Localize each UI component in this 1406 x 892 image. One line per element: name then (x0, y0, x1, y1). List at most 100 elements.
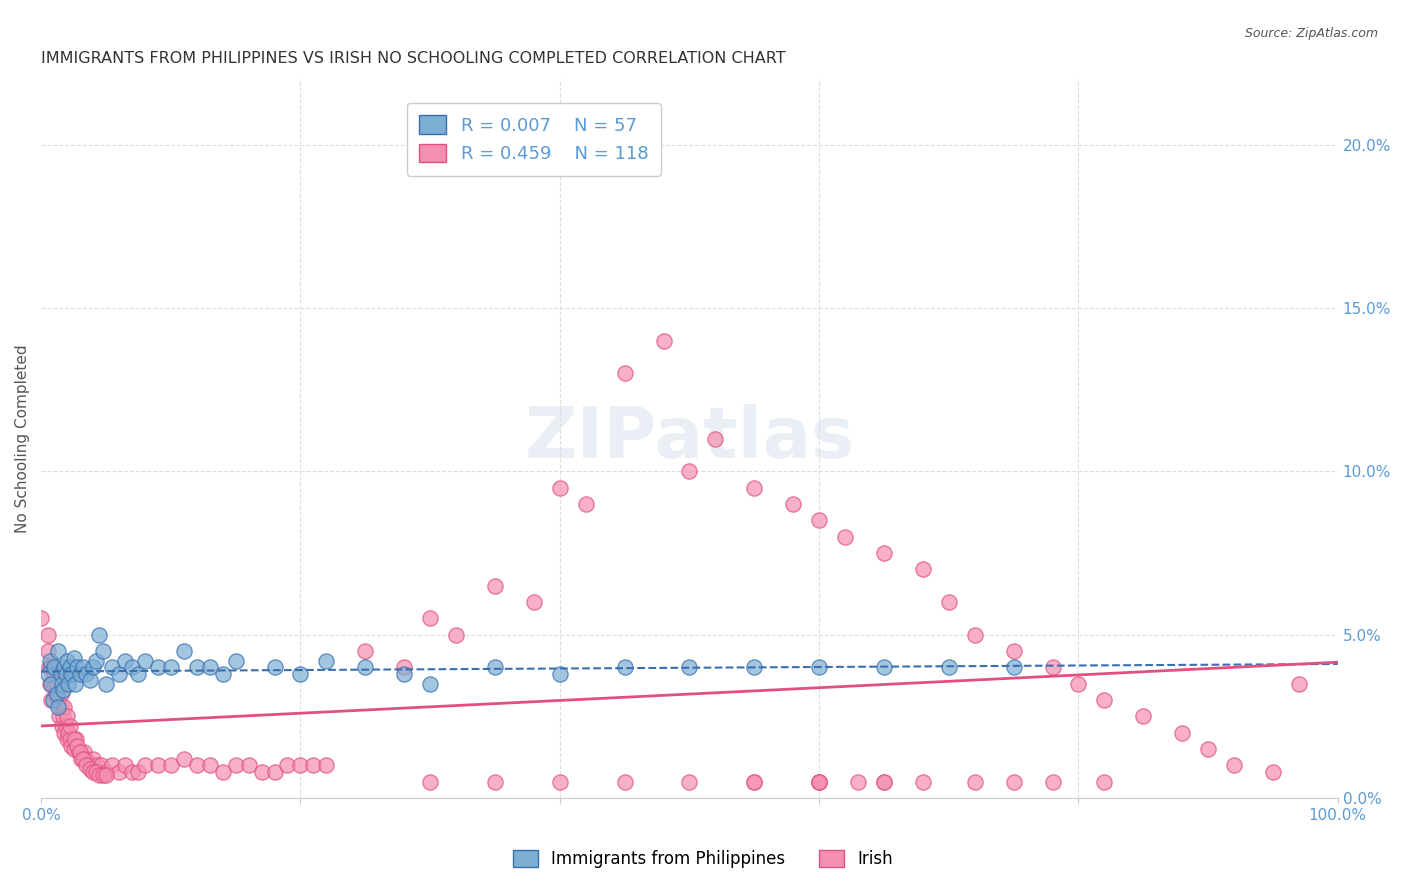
Point (114, 654, 136, 668)
Point (42, 677, 65, 691)
Point (55, 719, 77, 733)
Point (1092, 774, 1115, 789)
Point (42, 693, 65, 707)
Point (66, 660, 89, 674)
Point (59, 732, 82, 747)
Point (315, 654, 337, 668)
Point (59, 667, 82, 681)
Point (69, 667, 91, 681)
Point (56, 732, 79, 747)
Point (678, 774, 700, 789)
Point (134, 654, 156, 668)
Point (302, 758, 325, 772)
Point (238, 758, 260, 772)
Point (49, 686, 72, 700)
Point (82, 764, 104, 779)
Point (263, 764, 285, 779)
Point (108, 764, 131, 779)
Point (76, 752, 98, 766)
Point (56, 654, 79, 668)
Point (127, 667, 149, 681)
Point (1092, 693, 1115, 707)
Point (37, 667, 59, 681)
Point (1288, 677, 1310, 691)
Point (808, 660, 831, 674)
Point (173, 752, 195, 766)
Text: IMMIGRANTS FROM PHILIPPINES VS IRISH NO SCHOOLING COMPLETED CORRELATION CHART: IMMIGRANTS FROM PHILIPPINES VS IRISH NO … (41, 51, 786, 66)
Point (84, 764, 107, 779)
Point (84, 654, 107, 668)
Point (1223, 758, 1246, 772)
Point (873, 546, 896, 560)
Point (1002, 660, 1025, 674)
Legend: Immigrants from Philippines, Irish: Immigrants from Philippines, Irish (506, 843, 900, 875)
Point (1067, 677, 1090, 691)
Point (354, 644, 377, 658)
Point (89, 628, 111, 642)
Point (114, 758, 136, 772)
Point (250, 764, 273, 779)
Point (146, 758, 169, 772)
Point (66, 739, 89, 753)
Point (575, 497, 598, 511)
Point (1197, 742, 1219, 756)
Point (58, 725, 80, 739)
Point (53, 660, 76, 674)
Point (51, 677, 73, 691)
Point (963, 774, 986, 789)
Point (62, 650, 84, 665)
Point (39, 677, 62, 691)
Point (198, 758, 221, 772)
Point (89, 768, 111, 782)
Point (53, 725, 76, 739)
Point (290, 758, 312, 772)
Point (30, 611, 52, 625)
Point (93, 644, 115, 658)
Point (101, 758, 124, 772)
Point (42, 667, 65, 681)
Point (58, 677, 80, 691)
Point (419, 611, 441, 625)
Point (808, 774, 831, 789)
Point (121, 660, 143, 674)
Point (159, 758, 181, 772)
Point (42, 660, 65, 674)
Point (41, 693, 63, 707)
Point (186, 758, 208, 772)
Point (613, 774, 636, 789)
Text: ZIPatlas: ZIPatlas (524, 404, 855, 473)
Point (44, 686, 66, 700)
Point (121, 764, 143, 779)
Point (94, 677, 117, 691)
Point (1132, 709, 1154, 723)
Point (173, 644, 195, 658)
Point (46, 699, 69, 714)
Point (41, 660, 63, 674)
Point (354, 660, 377, 674)
Point (808, 774, 831, 789)
Point (62, 732, 84, 747)
Point (873, 774, 896, 789)
Point (62, 742, 84, 756)
Point (1261, 764, 1284, 779)
Legend: R = 0.007    N = 57, R = 0.459    N = 118: R = 0.007 N = 57, R = 0.459 N = 118 (406, 103, 661, 176)
Point (37, 628, 59, 642)
Point (82, 660, 104, 674)
Point (613, 367, 636, 381)
Point (79, 762, 101, 776)
Point (46, 644, 69, 658)
Point (52, 683, 75, 698)
Point (419, 677, 441, 691)
Point (419, 774, 441, 789)
Point (70, 752, 93, 766)
Point (38, 660, 60, 674)
Point (67, 745, 90, 759)
Point (742, 660, 765, 674)
Point (678, 660, 700, 674)
Point (678, 464, 700, 478)
Point (444, 628, 467, 642)
Point (613, 660, 636, 674)
Point (911, 562, 934, 576)
Point (101, 660, 124, 674)
Point (211, 764, 233, 779)
